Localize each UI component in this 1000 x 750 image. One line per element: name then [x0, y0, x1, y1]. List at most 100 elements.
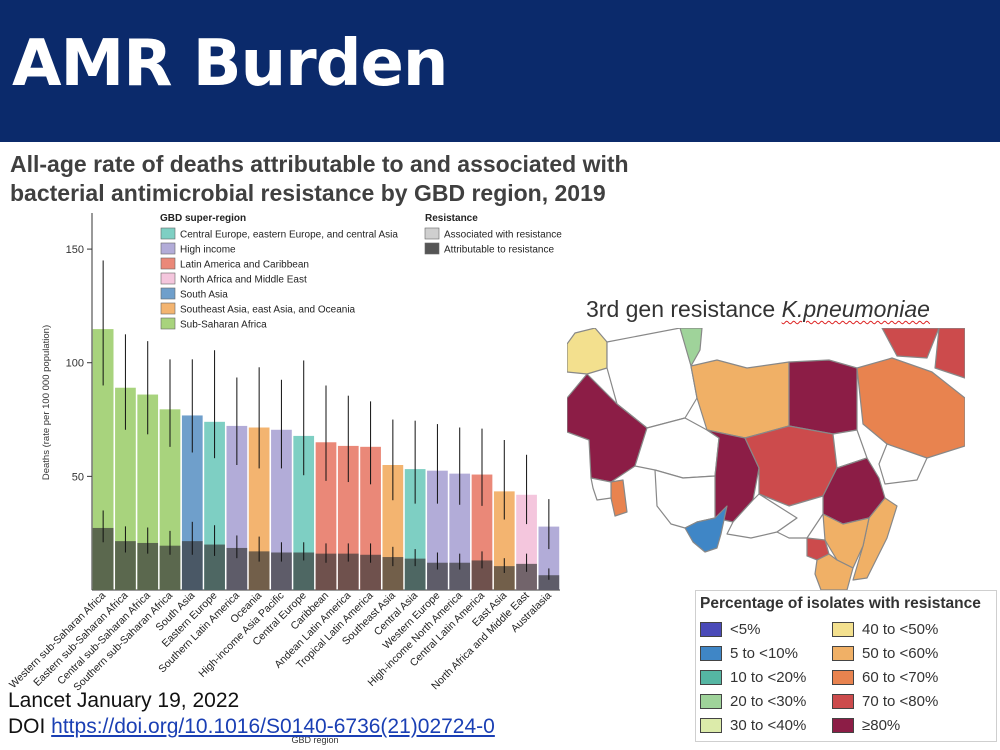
doi-prefix: DOI: [8, 715, 52, 738]
bar-associated: [137, 394, 159, 590]
legend-superregion-swatch: [160, 302, 176, 315]
bar-attributable: [516, 563, 537, 590]
legend-superregion-label: Southeast Asia, east Asia, and Oceania: [180, 305, 356, 316]
map-legend-item: 50 to <60%: [832, 645, 938, 662]
title-banner: AMR Burden: [0, 0, 1000, 142]
map-legend-label: 5 to <10%: [730, 645, 798, 662]
bar-attributable: [449, 562, 471, 590]
bar-associated: [449, 473, 471, 590]
map-legend-swatch: [700, 622, 722, 637]
legend-superregion-label: High income: [180, 245, 236, 256]
subtitle-line-1: All-age rate of deaths attributable to a…: [10, 151, 629, 177]
legend-superregion-swatch: [160, 257, 176, 270]
bar-attributable: [293, 552, 315, 590]
x-tick-label: Central sub-Saharan Africa: [55, 590, 153, 688]
bar-attributable: [337, 553, 359, 590]
map-region-libya: [690, 359, 790, 439]
map-legend-item: 5 to <10%: [700, 645, 798, 662]
bar-associated: [115, 387, 136, 590]
map-legend-item: 70 to <80%: [832, 693, 938, 710]
bar-associated: [271, 429, 292, 590]
legend-superregion-label: Central Europe, eastern Europe, and cent…: [180, 230, 398, 241]
bar-attributable: [159, 545, 181, 590]
map-region-cameroon: [684, 505, 728, 553]
map-legend-label: 40 to <50%: [862, 621, 939, 638]
bar-associated: [427, 470, 448, 590]
bar-attributable: [137, 542, 159, 590]
legend-resistance-label: Associated with resistance: [444, 230, 562, 241]
y-tick-label: 50: [72, 471, 84, 483]
bar-attributable: [226, 547, 248, 590]
map-region-kenya: [822, 513, 870, 569]
map-legend-item: 20 to <30%: [700, 693, 806, 710]
map-legend-label: 30 to <40%: [730, 717, 807, 734]
map-legend-label: 10 to <20%: [730, 669, 807, 686]
slide-title: AMR Burden: [12, 27, 448, 101]
bar-associated: [92, 329, 114, 590]
bar-attributable: [181, 541, 203, 590]
map-legend-swatch: [700, 670, 722, 685]
amr-bar-chart: 50 100 150 Deaths (rate per 100 000 populat…: [7, 213, 562, 745]
chart-subtitle: All-age rate of deaths attributable to a…: [10, 150, 710, 208]
bar-attributable: [92, 527, 114, 590]
bar-attributable: [248, 551, 270, 590]
citation-doi: DOI https://doi.org/10.1016/S0140-6736(2…: [8, 714, 495, 740]
legend-superregion-swatch: [160, 272, 176, 285]
bar-attributable: [360, 554, 381, 590]
bar-associated: [159, 409, 181, 590]
map-region-egypt: [788, 359, 858, 435]
map-legend-item: 10 to <20%: [700, 669, 806, 686]
map-title: 3rd gen resistance K.pneumoniae: [586, 296, 930, 323]
map-legend-label: 60 to <70%: [862, 669, 939, 686]
map-legend-label: 50 to <60%: [862, 645, 939, 662]
legend-superregion-label: North Africa and Middle East: [180, 275, 307, 286]
legend-superregion-swatch: [160, 227, 176, 240]
map-legend-label: <5%: [730, 621, 761, 638]
bar-attributable: [471, 560, 493, 590]
map-legend-swatch: [700, 718, 722, 733]
legend-resistance-label: Attributable to resistance: [444, 245, 554, 256]
y-tick-label: 150: [66, 244, 84, 256]
bar-associated: [493, 491, 515, 590]
bar-attributable: [427, 562, 448, 590]
doi-link[interactable]: https://doi.org/10.1016/S0140-6736(21)02…: [51, 715, 495, 738]
map-title-prefix: 3rd gen resistance: [586, 296, 782, 322]
y-axis-label: Deaths (rate per 100 000 population): [41, 325, 52, 480]
map-region-iraq: [881, 328, 940, 359]
map-legend-swatch: [832, 718, 854, 733]
bar-associated: [248, 427, 270, 590]
legend-superregion-title: GBD super-region: [160, 213, 246, 224]
y-tick-label: 100: [66, 358, 84, 370]
legend-superregion-swatch: [160, 317, 176, 330]
citation-journal: Lancet January 19, 2022: [8, 689, 240, 712]
bar-attributable: [204, 544, 225, 590]
legend-resistance-swatch: [424, 227, 440, 240]
map-legend-swatch: [832, 670, 854, 685]
map-legend-label: ≥80%: [862, 717, 901, 734]
map-legend-item: <5%: [700, 621, 760, 638]
legend-superregion-label: Latin America and Caribbean: [180, 260, 309, 271]
bar-attributable: [404, 558, 426, 590]
map-region-morocco: [567, 328, 608, 375]
bar-associated: [315, 442, 337, 590]
map-legend-item: 30 to <40%: [700, 717, 806, 734]
map-title-organism: K.pneumoniae: [781, 296, 930, 322]
map-region-saudi-arabia: [856, 357, 965, 459]
map-legend-item: 60 to <70%: [832, 669, 938, 686]
map-legend-title: Percentage of isolates with resistance: [700, 595, 981, 612]
map-region-iran: [934, 328, 965, 379]
bar-associated: [293, 435, 315, 590]
legend-superregion-swatch: [160, 242, 176, 255]
map-legend-swatch: [700, 646, 722, 661]
map-legend-label: 20 to <30%: [730, 693, 807, 710]
resistance-map: [567, 328, 965, 590]
map-region-tanzania: [814, 553, 854, 590]
bar-attributable: [271, 552, 292, 590]
legend-resistance-title: Resistance: [425, 213, 478, 224]
map-region-somalia: [852, 497, 898, 581]
map-legend-swatch: [832, 694, 854, 709]
x-axis-label: GBD region: [291, 735, 338, 745]
legend-superregion-label: South Asia: [180, 290, 228, 301]
map-legend-swatch: [832, 646, 854, 661]
bar-attributable: [382, 557, 404, 590]
